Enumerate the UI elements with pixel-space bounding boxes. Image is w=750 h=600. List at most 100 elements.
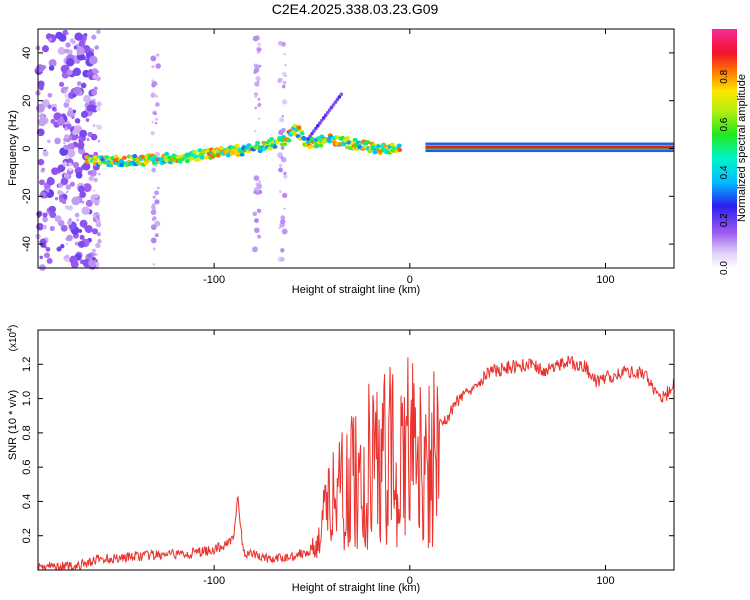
heat-cell-264	[64, 93, 69, 98]
heat-cell-123	[76, 81, 82, 86]
heat-cell-361	[155, 94, 159, 98]
heat-cell-268	[66, 70, 72, 75]
heat-cell-881	[337, 95, 342, 99]
heat-cell-15	[54, 137, 61, 145]
heat-cell-374	[150, 224, 157, 231]
heat-cell-231	[53, 108, 57, 112]
heat-cell-562	[164, 151, 170, 156]
heat-cell-375	[156, 186, 160, 190]
heat-cell-871	[317, 121, 322, 125]
heat-cell-681	[255, 140, 261, 145]
heat-cell-505	[118, 158, 124, 163]
heat-cell-103	[72, 161, 80, 169]
snr-y-tick-label-0: 0.2	[21, 528, 33, 543]
heat-cell-522	[132, 154, 138, 159]
heat-cell-163	[51, 167, 59, 175]
heat-cell-876	[327, 108, 332, 112]
heat-cell-307	[95, 261, 100, 267]
heat-cell-413	[257, 102, 262, 107]
heat-cell-249	[77, 142, 85, 150]
snr-y-multiplier: (x104)	[7, 325, 19, 352]
heat-cell-473	[92, 155, 98, 160]
heat-cell-177	[42, 212, 48, 218]
snr-y-tick-label-4: 1.0	[21, 391, 33, 406]
heat-cell-430	[278, 167, 283, 173]
heat-cell-418	[256, 183, 263, 190]
heat-cell-149	[39, 191, 47, 199]
heat-cell-223	[39, 179, 45, 186]
heat-cell-246	[40, 242, 46, 248]
heat-cell-329	[92, 74, 98, 80]
heat-cell-821	[365, 140, 371, 145]
heat-cell-605	[197, 148, 203, 153]
heat-cell-46	[67, 143, 75, 151]
spectrogram-marks	[34, 29, 674, 271]
heat-cell-341	[154, 199, 160, 205]
heat-cell-308	[93, 177, 98, 183]
heat-cell-159	[91, 248, 97, 253]
heat-cell-161	[83, 94, 91, 103]
heat-cell-398	[256, 208, 262, 214]
heat-cell-365	[152, 216, 157, 221]
snr-x-tick-label-1: 0	[407, 575, 413, 587]
heat-cell-387	[257, 117, 261, 120]
heat-cell-860	[396, 144, 402, 149]
heat-cell-417	[257, 234, 262, 239]
heat-cell-325	[91, 34, 97, 40]
heat-cell-450	[280, 257, 285, 262]
colorbar: 0.0 0.2 0.4 0.6 0.8 Normalized spectral ampl…	[712, 29, 748, 275]
heat-cell-380	[257, 97, 261, 101]
heat-cell-19	[69, 181, 75, 187]
heat-cell-94	[92, 252, 96, 257]
heat-cell-179	[75, 59, 81, 64]
heat-cell-802	[352, 137, 358, 142]
heat-cell-87	[49, 211, 57, 219]
heat-cell-446	[278, 189, 282, 194]
heat-cell-369	[155, 102, 160, 107]
heat-cell-262	[65, 184, 72, 190]
svg-text:(x104): (x104)	[7, 325, 19, 352]
heat-cell-75	[85, 199, 93, 207]
heat-cell-335	[96, 70, 99, 74]
colorbar-label: Normalized spectral amplitude	[736, 74, 748, 222]
heat-cell-257	[48, 37, 53, 42]
heat-cell-695	[267, 146, 273, 151]
colorbar-tick-label-0: 0.0	[719, 261, 730, 275]
heat-cell-406	[256, 192, 259, 196]
spectrogram-y-tick-label-4: 40	[21, 47, 33, 59]
heat-cell-88	[81, 206, 90, 215]
heat-cell-140	[69, 38, 75, 44]
heat-cell-410	[253, 70, 257, 74]
heat-cell-204	[47, 258, 52, 263]
heat-cell-447	[283, 207, 286, 210]
heat-cell-205	[91, 228, 99, 235]
heat-cell-747	[307, 145, 313, 150]
heat-cell-229	[36, 64, 45, 73]
heat-cell-360	[151, 83, 156, 88]
heat-cell-139	[79, 219, 88, 228]
heat-cell-351	[152, 263, 155, 266]
heat-cell-221	[74, 32, 83, 41]
heat-cell-449	[278, 129, 284, 136]
heat-cell-872	[319, 118, 324, 123]
heat-cell-146	[78, 40, 85, 47]
heat-cell-326	[97, 172, 101, 176]
heat-cell-313	[95, 242, 101, 249]
heat-cell-206	[41, 45, 49, 53]
heat-cell-243	[91, 256, 96, 261]
snr-y-tick-label-2: 0.6	[21, 459, 33, 474]
heat-cell-339	[97, 238, 102, 244]
heat-cell-256	[71, 115, 75, 120]
heat-cell-25	[81, 200, 85, 204]
snr-panel: -100 0 100 0.2 0.4 0.6 0.8 1.0 1.2 Height of st…	[7, 325, 675, 594]
heat-cell-208	[62, 200, 67, 205]
heat-cell-172	[39, 113, 45, 119]
heat-cell-287	[66, 86, 69, 89]
heat-cell-244	[85, 118, 90, 122]
heat-cell-864	[425, 146, 674, 149]
heat-cell-366	[156, 83, 159, 86]
heat-cell-309	[95, 221, 102, 228]
heat-cell-112	[62, 194, 68, 199]
snr-x-tick-label-2: 100	[596, 575, 614, 587]
heat-cell-882	[339, 92, 344, 97]
